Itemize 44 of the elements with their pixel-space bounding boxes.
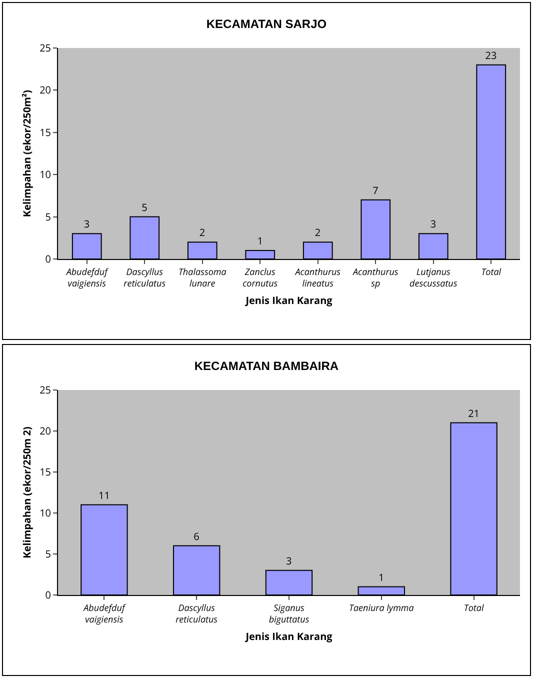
x-tick-label: Taeniura lymma [348,600,414,614]
chart-title: KECAMATAN SARJO [206,17,327,32]
y-tick-label: 10 [40,167,52,182]
data-label: 7 [372,182,379,197]
x-axis-title: Jenis Ikan Karang [244,293,333,307]
data-label: 6 [194,528,200,543]
x-tick-label: Acanthurus lineatus [294,264,341,290]
y-tick-label: 0 [45,588,52,602]
y-tick-label: 5 [45,209,52,224]
data-label: 21 [468,406,480,420]
data-label: 3 [430,216,436,231]
x-tick-label: Lutjanus descussatus [410,264,458,290]
y-tick-label: 5 [45,546,52,560]
x-tick-label: Total [464,600,484,614]
y-tick-label: 10 [40,506,52,520]
x-tick-label: Siganus biguttatus [268,600,310,626]
data-label: 3 [286,553,292,568]
data-label: 2 [199,225,206,240]
y-tick-label: 0 [45,252,52,266]
y-tick-label: 15 [40,464,52,478]
x-tick-label: Abudefduf vaigiensis [82,600,126,626]
data-label: 2 [314,225,321,240]
y-tick-label: 15 [40,124,52,139]
data-label: 11 [98,488,110,502]
data-label: 1 [378,570,384,584]
x-tick-label: Thalassoma lunare [178,264,226,290]
data-label: 1 [257,234,263,248]
y-tick-label: 20 [40,82,52,97]
chart-title: KECAMATAN BAMBAIRA [194,358,339,373]
x-tick-label: Total [481,264,502,278]
x-tick-label: Zanclus cornutus [242,264,278,290]
data-label: 3 [84,216,90,231]
x-tick-label: Dascyllus reticulatus [124,264,166,290]
data-label: 23 [485,48,497,62]
y-tick-label: 25 [40,382,52,396]
y-axis-title: Kelimpahan (ekor/250m 2) [20,426,34,558]
x-tick-label: Abudefduf vaigiensis [65,264,109,290]
x-tick-label: Acanthurus sp [352,264,398,290]
y-tick-label: 25 [40,40,52,54]
y-axis-title: Kelimpahan (ekor/250m²) [20,90,34,218]
x-tick-label: Dascyllus reticulatus [176,600,218,626]
y-tick-label: 20 [40,424,52,438]
x-axis-title: Jenis Ikan Karang [244,629,333,643]
data-label: 5 [142,200,148,214]
